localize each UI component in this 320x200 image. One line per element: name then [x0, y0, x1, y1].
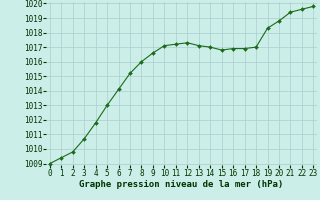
X-axis label: Graphe pression niveau de la mer (hPa): Graphe pression niveau de la mer (hPa)	[79, 180, 284, 189]
